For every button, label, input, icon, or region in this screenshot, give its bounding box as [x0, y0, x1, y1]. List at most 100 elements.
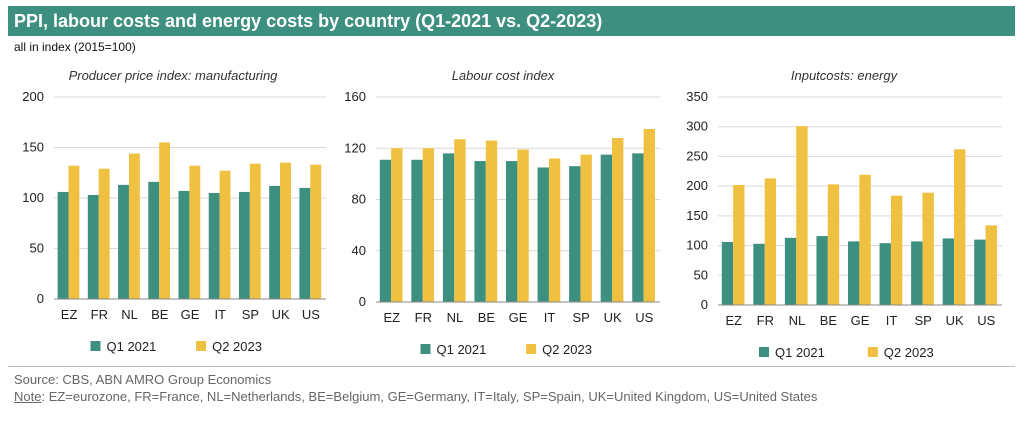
bar-q1-2021	[632, 153, 644, 302]
bar-q1-2021	[57, 191, 69, 299]
bar-q2-2023	[859, 174, 871, 305]
note-text: : EZ=eurozone, FR=France, NL=Netherlands…	[41, 389, 818, 404]
bar-q1-2021	[784, 237, 797, 305]
y-tick-label: 300	[686, 119, 708, 134]
y-tick-label: 100	[686, 238, 708, 253]
y-tick-label: 50	[30, 241, 44, 256]
legend-label: Q1 2021	[437, 342, 487, 357]
bar-q2-2023	[219, 170, 231, 299]
legend-label: Q2 2023	[212, 339, 262, 354]
x-tick-label: US	[302, 307, 320, 322]
note-label: Note	[14, 389, 42, 404]
bar-q1-2021	[148, 181, 160, 299]
bar-q1-2021	[87, 194, 99, 299]
x-tick-label: GE	[509, 310, 528, 325]
bar-q2-2023	[764, 178, 777, 305]
y-tick-label: 100	[22, 190, 44, 205]
y-tick-label: 0	[701, 297, 708, 312]
chart-title: PPI, labour costs and energy costs by co…	[8, 6, 1015, 36]
y-tick-label: 150	[22, 140, 44, 155]
bar-q2-2023	[454, 139, 466, 302]
bar-q1-2021	[208, 192, 220, 299]
bar-q2-2023	[612, 138, 624, 302]
legend-label: Q1 2021	[107, 339, 157, 354]
legend-swatch	[90, 341, 101, 351]
bar-q1-2021	[178, 190, 190, 299]
x-tick-label: US	[635, 310, 653, 325]
bar-q2-2023	[954, 149, 966, 305]
legend-swatch	[196, 341, 207, 351]
bar-q2-2023	[517, 149, 529, 302]
panel-title: Producer price index: manufacturing	[69, 68, 279, 83]
x-tick-label: UK	[272, 307, 290, 322]
bar-q2-2023	[890, 195, 903, 305]
bar-q1-2021	[299, 187, 311, 299]
bar-q2-2023	[422, 148, 435, 302]
source-note: Source: CBS, ABN AMRO Group Economics No…	[14, 371, 817, 405]
x-tick-label: NL	[789, 313, 806, 328]
chart-ppi: Producer price index: manufacturing 0 50 10…	[22, 68, 326, 354]
bar-q1-2021	[474, 161, 486, 302]
y-tick-label: 0	[37, 291, 44, 306]
bar-q1-2021	[411, 159, 423, 302]
x-tick-label: FR	[757, 313, 774, 328]
chart-energy-cost: Inputcosts: energy 0 50 100 150 200 250 300 350 E…	[686, 68, 1002, 360]
y-tick-label: 120	[344, 140, 366, 155]
legend-swatch	[759, 347, 769, 357]
x-tick-label: NL	[121, 307, 138, 322]
x-tick-label: BE	[151, 307, 169, 322]
bar-q2-2023	[280, 162, 291, 299]
bar-q2-2023	[189, 165, 201, 299]
y-tick-label: 150	[686, 208, 708, 223]
chart-labour-cost: Labour cost index 0 40 80 120 160 EZ FR NL BE GE IT…	[344, 68, 660, 357]
panel-title: Labour cost index	[452, 68, 555, 83]
bar-q1-2021	[537, 167, 549, 302]
y-tick-label: 50	[694, 267, 708, 282]
legend-swatch	[526, 344, 537, 354]
y-tick-label: 200	[22, 89, 44, 104]
x-tick-label: IT	[544, 310, 556, 325]
x-tick-label: EZ	[383, 310, 400, 325]
x-tick-label: US	[977, 313, 995, 328]
bar-q1-2021	[269, 185, 281, 299]
y-tick-label: 160	[344, 89, 366, 104]
bar-q2-2023	[159, 142, 171, 299]
bar-q2-2023	[827, 184, 840, 305]
x-tick-label: BE	[478, 310, 496, 325]
source-line: Source: CBS, ABN AMRO Group Economics	[14, 372, 272, 387]
legend-swatch	[420, 344, 431, 354]
bar-q1-2021	[753, 243, 765, 305]
chart-subtitle: all in index (2015=100)	[14, 40, 136, 54]
y-tick-label: 200	[686, 178, 708, 193]
bar-q2-2023	[796, 126, 808, 306]
x-tick-label: UK	[946, 313, 964, 328]
legend-label: Q2 2023	[884, 345, 934, 360]
x-tick-label: SP	[242, 307, 259, 322]
bar-q1-2021	[848, 241, 860, 305]
bar-q1-2021	[911, 241, 923, 305]
bar-q2-2023	[485, 140, 498, 302]
bar-q2-2023	[985, 225, 997, 305]
bar-q1-2021	[569, 166, 581, 302]
x-tick-label: GE	[851, 313, 870, 328]
x-tick-label: EZ	[61, 307, 78, 322]
bar-q2-2023	[391, 148, 403, 302]
bar-q1-2021	[600, 154, 613, 302]
bar-q2-2023	[128, 153, 140, 299]
y-tick-label: 0	[359, 294, 366, 309]
x-tick-label: BE	[820, 313, 838, 328]
bar-q2-2023	[548, 158, 561, 302]
x-tick-label: EZ	[725, 313, 742, 328]
bar-q1-2021	[816, 236, 828, 305]
x-tick-label: SP	[914, 313, 931, 328]
x-tick-label: SP	[572, 310, 589, 325]
note-line: Note: EZ=eurozone, FR=France, NL=Netherl…	[14, 388, 817, 405]
x-tick-label: FR	[91, 307, 108, 322]
x-tick-label: IT	[886, 313, 898, 328]
charts-frame	[8, 60, 1015, 367]
bar-q1-2021	[942, 238, 955, 305]
bar-q2-2023	[643, 129, 655, 302]
bar-q1-2021	[379, 159, 392, 302]
x-tick-label: FR	[415, 310, 432, 325]
legend-label: Q1 2021	[775, 345, 825, 360]
